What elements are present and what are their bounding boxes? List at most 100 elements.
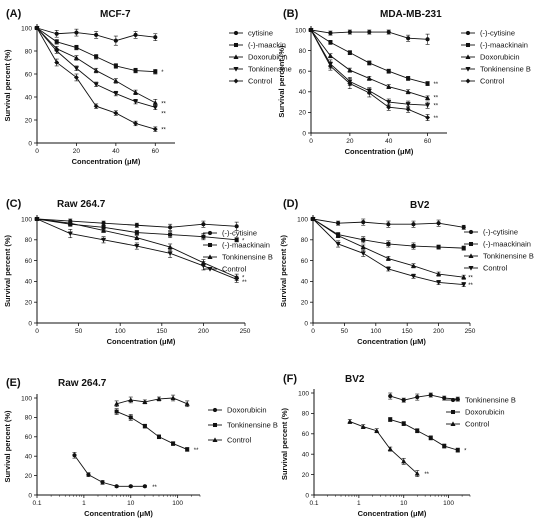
significance-mark: ** [433,116,438,122]
data-point [435,271,442,277]
x-tick-label: 60 [424,138,432,145]
x-tick-label: 10 [400,500,408,507]
series-line [349,421,418,474]
x-axis-label: Concentration (μM) [72,157,141,166]
legend-marker [468,265,474,271]
y-tick-label: 60 [299,69,307,76]
series-1 [310,216,466,230]
legend-marker [465,78,471,84]
y-tick-label: 60 [302,431,310,438]
legend-label: Control [227,436,252,445]
x-tick-label: 1 [357,500,361,507]
x-tick-label: 1 [82,500,86,507]
data-point [133,32,138,38]
x-tick-label: 0.1 [309,500,318,507]
series-line [390,419,458,451]
data-point [367,29,372,35]
data-point [113,63,118,68]
x-tick-label: 250 [240,328,251,335]
data-point [411,244,416,249]
data-point [367,60,372,65]
y-tick-label: 40 [302,452,310,459]
legend-label: Doxorubicin [465,408,505,417]
data-point [93,82,99,88]
data-point [113,38,118,43]
legend-label: (-)-cytisine [483,228,518,237]
x-tick-label: 250 [465,328,476,335]
significance-mark: ** [161,128,166,134]
y-tick-label: 20 [25,473,33,480]
legend-label: (-)-cytisine [222,229,257,238]
legend-label: Tonkinensine B [480,65,531,74]
y-tick-label: 40 [301,279,309,286]
data-point [386,100,392,105]
series-1 [34,25,158,46]
series-1 [388,392,460,403]
data-point [234,277,240,283]
data-point [167,244,173,250]
legend-marker [207,230,213,236]
data-point [428,392,433,398]
data-point [128,397,134,402]
significance-mark: * [242,276,245,282]
data-point [386,83,392,89]
legend-label: cytisine [248,29,273,38]
data-point [327,53,334,58]
legend-label: (-)-maackinain [483,240,531,249]
x-tick-label: 100 [115,328,126,335]
data-point [366,90,372,96]
series-line [74,454,145,487]
significance-mark: ** [161,112,166,118]
data-point [170,395,176,401]
data-point [366,75,372,81]
legend-label: (-)-maackin [248,41,286,50]
y-tick-label: 100 [297,216,308,223]
y-tick-label: 20 [25,117,33,124]
legend-label: Control [480,77,505,86]
data-point [74,30,79,35]
data-point [100,237,107,243]
legend-marker [207,254,213,260]
data-point [128,415,133,420]
legend-marker [450,397,456,403]
x-tick-label: 0 [35,148,39,155]
panel-title: BV2 [345,374,365,385]
legend-marker [233,54,239,60]
legend-marker [233,30,239,36]
panel-label: (A) [6,8,22,20]
data-point [406,76,411,81]
x-axis-label: Concentration (μM) [84,509,153,518]
data-point [132,89,139,95]
legend: cytisine (-)-maackin Doxorubicin Tonkinensi… [229,29,292,86]
data-point [67,220,73,226]
legend-label: Control [483,264,508,273]
y-tick-label: 80 [25,415,33,422]
data-point [360,244,366,250]
legend: Doxorubicin Tonkinensine B Control [208,406,278,445]
data-point [234,224,239,229]
x-tick-label: 100 [172,500,183,507]
data-point [387,446,393,452]
significance-mark: ** [194,448,199,454]
data-point [388,417,393,422]
legend: (-)-cytisine (-)-maackinain Tonkinensine B… [203,229,273,274]
legend: Tonkinensine B Doxorubicin Control [446,396,516,429]
data-point [310,216,316,222]
data-point [152,126,158,132]
data-point [425,37,430,42]
x-tick-label: 100 [370,328,381,335]
legend-label: Control [465,420,490,429]
data-point [436,245,441,250]
data-point [411,222,416,227]
series-2 [388,417,460,453]
data-point [54,39,59,44]
data-point [142,399,148,404]
y-axis-label: Survival percent (%) [280,407,289,480]
x-tick-label: 100 [443,500,454,507]
series-1 [308,27,430,45]
y-tick-label: 80 [299,48,307,55]
x-tick-label: 0 [309,138,313,145]
data-point [436,221,441,226]
data-point [361,220,366,225]
